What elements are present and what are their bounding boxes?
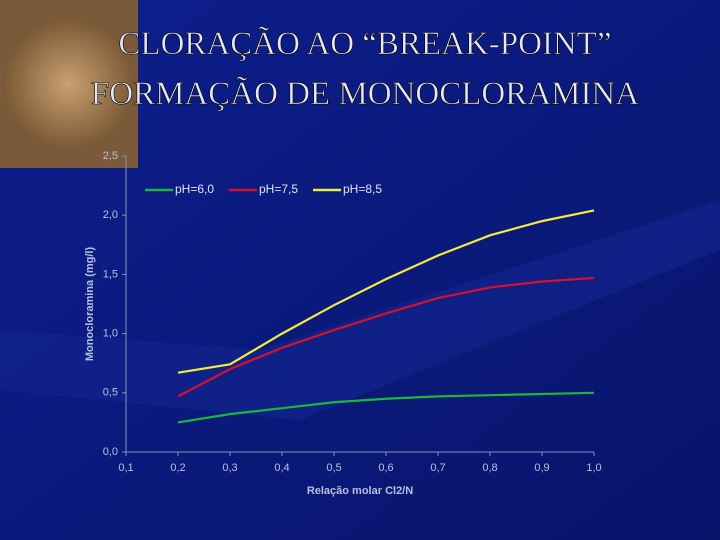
x-tick-label: 0,8 [482, 462, 497, 474]
x-tick-label: 0,9 [534, 462, 549, 474]
y-tick-label: 2,5 [103, 150, 118, 162]
x-tick-label: 0,2 [170, 462, 185, 474]
series-line [177, 276, 595, 398]
y-axis-label: Monocloramina (mg/l) [84, 247, 96, 362]
x-tick-label: 1,0 [586, 462, 601, 474]
decor [0, 200, 720, 420]
slide-title: CLORAÇÃO AO “BREAK-POINT” [118, 25, 611, 62]
x-tick-label: 0,1 [118, 462, 133, 474]
y-tick-label: 2,0 [103, 209, 118, 221]
coin [3, 18, 135, 150]
y-tick-label: 0,5 [103, 387, 118, 399]
legend-label: pH=7,5 [259, 182, 298, 196]
slide-title: FORMAÇÃO DE MONOCLORAMINA [91, 75, 639, 112]
legend-label: pH=6,0 [175, 182, 214, 196]
y-tick-label: 0,0 [103, 446, 118, 458]
series-line [177, 209, 595, 374]
x-tick-label: 0,6 [378, 462, 393, 474]
x-tick-label: 0,7 [430, 462, 445, 474]
x-tick-label: 0,5 [326, 462, 341, 474]
legend-label: pH=8,5 [343, 182, 382, 196]
x-tick-label: 0,3 [222, 462, 237, 474]
y-tick-label: 1,0 [103, 328, 118, 340]
series-line [177, 391, 595, 424]
x-tick-label: 0,4 [274, 462, 289, 474]
y-tick-label: 1,5 [103, 268, 118, 280]
x-axis-label: Relação molar Cl2/N [307, 485, 413, 497]
